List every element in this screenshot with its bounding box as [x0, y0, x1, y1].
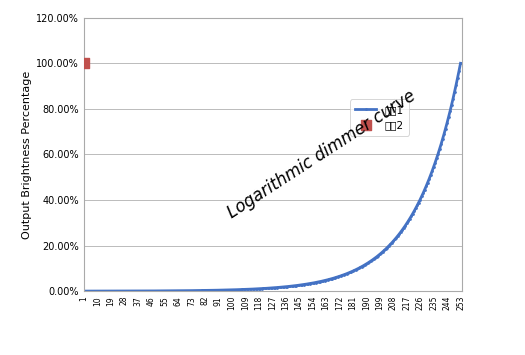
Text: Logarithmic dimmer curve: Logarithmic dimmer curve — [225, 87, 419, 222]
Y-axis label: Output Brightness Percentage: Output Brightness Percentage — [22, 70, 32, 239]
Line: 系列1: 系列1 — [82, 62, 462, 293]
系列1 — [286, 284, 292, 289]
系列1 — [138, 289, 144, 293]
系列1 — [81, 289, 87, 293]
系列1 — [227, 288, 234, 292]
系列1 — [413, 206, 419, 211]
系列2 — [80, 60, 88, 66]
系列1 — [457, 61, 464, 65]
Legend: 系列1, 系列2: 系列1, 系列2 — [350, 99, 409, 136]
系列1 — [287, 284, 293, 288]
系列1 — [238, 288, 244, 292]
